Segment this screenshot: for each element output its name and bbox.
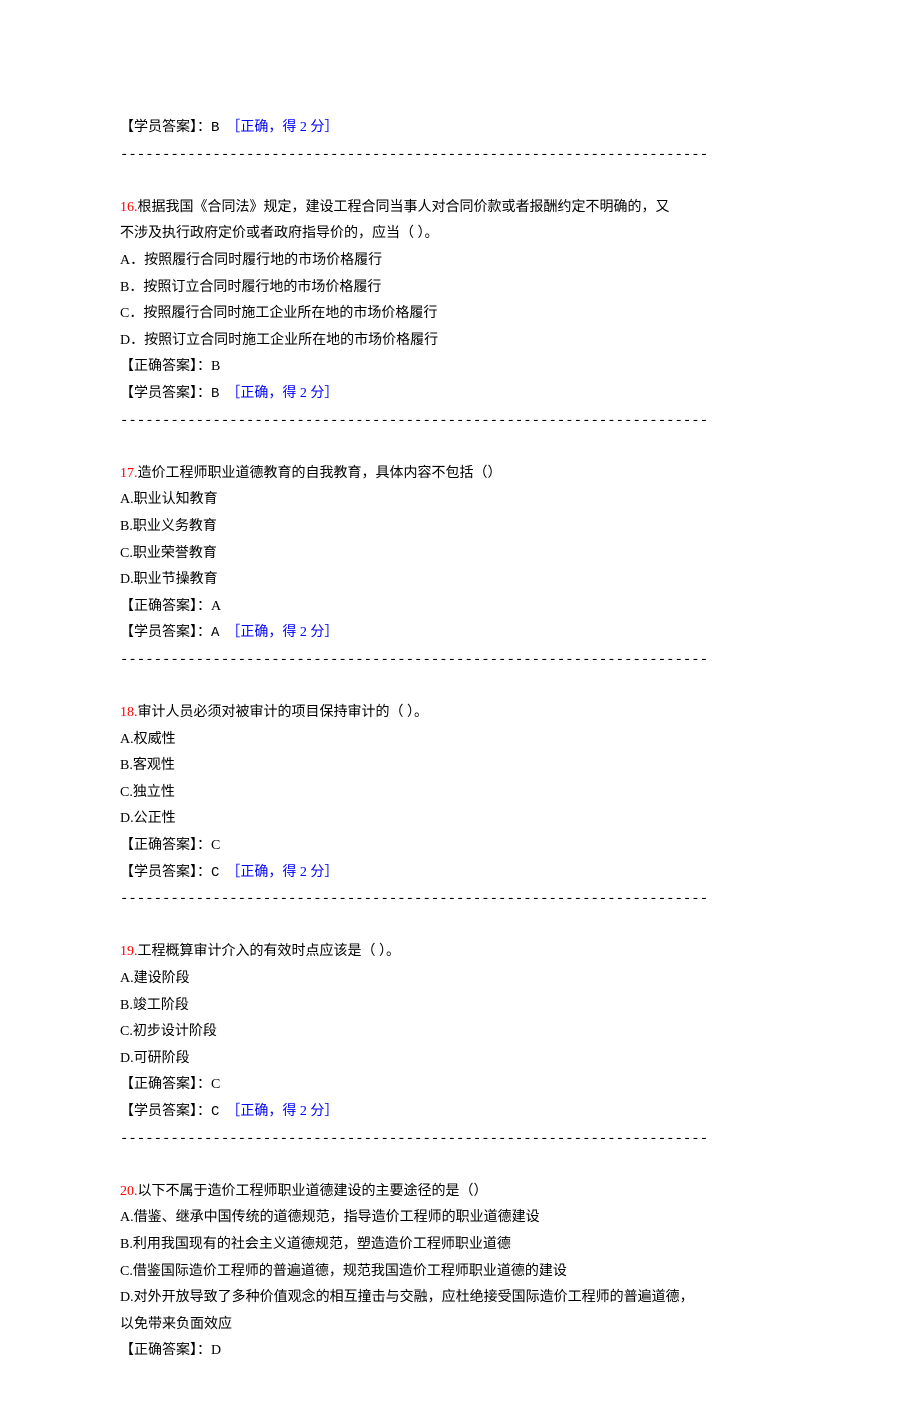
option-line: A．按照履行合同时履行地的市场价格履行 bbox=[120, 248, 800, 275]
student-answer-line: 【学员答案】：C ［正确，得 2 分］ bbox=[120, 1099, 800, 1126]
option-line: A.建设阶段 bbox=[120, 966, 800, 993]
question-number: 18. bbox=[120, 705, 138, 720]
option-line: C.借鉴国际造价工程师的普遍道德，规范我国造价工程师职业道德的建设 bbox=[120, 1259, 800, 1286]
divider: ----------------------------------------… bbox=[120, 647, 800, 674]
student-answer-value: C bbox=[211, 1104, 219, 1120]
divider: ----------------------------------------… bbox=[120, 408, 800, 435]
option-line: C.初步设计阶段 bbox=[120, 1019, 800, 1046]
question-stem-line: 16.根据我国《合同法》规定，建设工程合同当事人对合同价款或者报酬约定不明确的，… bbox=[120, 195, 800, 222]
option-line: D.对外开放导致了多种价值观念的相互撞击与交融，应杜绝接受国际造价工程师的普遍道… bbox=[120, 1285, 800, 1312]
blank-line bbox=[120, 913, 800, 940]
score-text: ［正确，得 2 分］ bbox=[226, 625, 338, 640]
divider: ----------------------------------------… bbox=[120, 1126, 800, 1153]
option-line: C.独立性 bbox=[120, 780, 800, 807]
question-stem-line: 不涉及执行政府定价或者政府指导价的，应当（ ）。 bbox=[120, 221, 800, 248]
prev-student-answer-line: 【学员答案】：B ［正确，得 2 分］ bbox=[120, 115, 800, 142]
student-answer-value: A bbox=[211, 625, 219, 641]
student-label: 【学员答案】： bbox=[120, 1104, 211, 1119]
question-stem-text: 工程概算审计介入的有效时点应该是（ ）。 bbox=[138, 944, 401, 959]
question-stem-text: 造价工程师职业道德教育的自我教育，具体内容不包括（） bbox=[138, 466, 502, 481]
question-stem-line: 18.审计人员必须对被审计的项目保持审计的（ ）。 bbox=[120, 700, 800, 727]
student-label: 【学员答案】： bbox=[120, 865, 211, 880]
document-page: 【学员答案】：B ［正确，得 2 分］ --------------------… bbox=[0, 0, 920, 1425]
option-line: D.公正性 bbox=[120, 806, 800, 833]
student-answer-value: B bbox=[211, 120, 219, 136]
option-line: 以免带来负面效应 bbox=[120, 1312, 800, 1339]
score-text: ［正确，得 2 分］ bbox=[226, 865, 338, 880]
student-label: 【学员答案】： bbox=[120, 386, 211, 401]
option-line: C．按照履行合同时施工企业所在地的市场价格履行 bbox=[120, 301, 800, 328]
question-number: 19. bbox=[120, 944, 138, 959]
blank-line bbox=[120, 673, 800, 700]
score-text: ［正确，得 2 分］ bbox=[226, 386, 338, 401]
question-stem-line: 20.以下不属于造价工程师职业道德建设的主要途径的是（） bbox=[120, 1179, 800, 1206]
correct-answer-line: 【正确答案】：C bbox=[120, 833, 800, 860]
question-stem-text: 根据我国《合同法》规定，建设工程合同当事人对合同价款或者报酬约定不明确的，又 bbox=[138, 200, 670, 215]
student-answer-line: 【学员答案】：C ［正确，得 2 分］ bbox=[120, 860, 800, 887]
option-line: D.职业节操教育 bbox=[120, 567, 800, 594]
blank-line bbox=[120, 1152, 800, 1179]
option-line: D．按照订立合同时施工企业所在地的市场价格履行 bbox=[120, 328, 800, 355]
option-line: B.利用我国现有的社会主义道德规范，塑造造价工程师职业道德 bbox=[120, 1232, 800, 1259]
question-number: 16. bbox=[120, 200, 138, 215]
option-line: A.权威性 bbox=[120, 727, 800, 754]
question-stem-line: 17.造价工程师职业道德教育的自我教育，具体内容不包括（） bbox=[120, 461, 800, 488]
option-line: A.职业认知教育 bbox=[120, 487, 800, 514]
question-stem-text: 以下不属于造价工程师职业道德建设的主要途径的是（） bbox=[138, 1184, 488, 1199]
student-answer-line: 【学员答案】：B ［正确，得 2 分］ bbox=[120, 381, 800, 408]
question-number: 17. bbox=[120, 466, 138, 481]
student-answer-line: 【学员答案】：A ［正确，得 2 分］ bbox=[120, 620, 800, 647]
option-line: C.职业荣誉教育 bbox=[120, 541, 800, 568]
student-answer-value: C bbox=[211, 865, 219, 881]
student-label: 【学员答案】： bbox=[120, 625, 211, 640]
student-answer-value: B bbox=[211, 386, 219, 402]
question-stem-line: 19.工程概算审计介入的有效时点应该是（ ）。 bbox=[120, 939, 800, 966]
question-stem-text: 审计人员必须对被审计的项目保持审计的（ ）。 bbox=[138, 705, 429, 720]
option-line: B.竣工阶段 bbox=[120, 993, 800, 1020]
option-line: B.客观性 bbox=[120, 753, 800, 780]
question-number: 20. bbox=[120, 1184, 138, 1199]
blank-line bbox=[120, 168, 800, 195]
blank-line bbox=[120, 434, 800, 461]
divider: ----------------------------------------… bbox=[120, 142, 800, 169]
correct-answer-line: 【正确答案】：A bbox=[120, 594, 800, 621]
option-line: B.职业义务教育 bbox=[120, 514, 800, 541]
option-line: D.可研阶段 bbox=[120, 1046, 800, 1073]
score-text: ［正确，得 2 分］ bbox=[226, 120, 338, 135]
correct-answer-line: 【正确答案】：B bbox=[120, 354, 800, 381]
correct-answer-line: 【正确答案】：D bbox=[120, 1338, 800, 1365]
option-line: B．按照订立合同时履行地的市场价格履行 bbox=[120, 275, 800, 302]
score-text: ［正确，得 2 分］ bbox=[226, 1104, 338, 1119]
student-label: 【学员答案】： bbox=[120, 120, 211, 135]
correct-answer-line: 【正确答案】：C bbox=[120, 1072, 800, 1099]
divider: ----------------------------------------… bbox=[120, 886, 800, 913]
option-line: A.借鉴、继承中国传统的道德规范，指导造价工程师的职业道德建设 bbox=[120, 1205, 800, 1232]
